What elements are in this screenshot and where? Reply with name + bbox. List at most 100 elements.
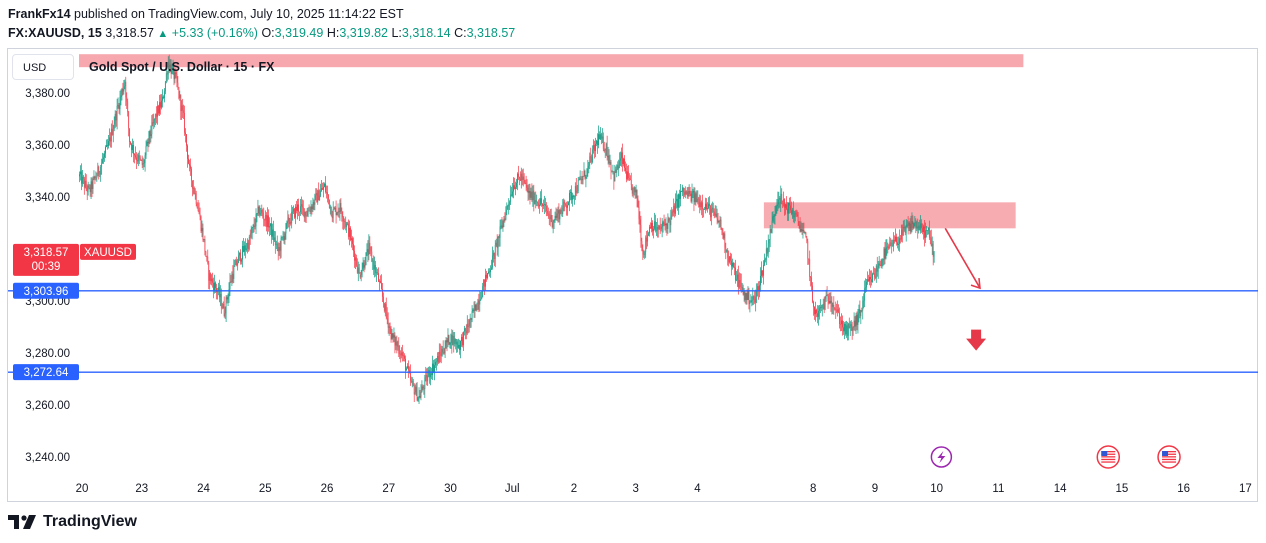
candle-body — [196, 203, 198, 208]
candle-body — [448, 335, 450, 345]
candle-body — [264, 219, 266, 221]
candle-body — [245, 248, 247, 251]
candle-body — [348, 223, 349, 237]
candle-body — [334, 207, 336, 210]
candle-body — [820, 306, 822, 309]
candle-body — [713, 211, 715, 213]
candle-body — [592, 149, 594, 162]
candle-body — [339, 203, 341, 213]
candle-body — [564, 201, 566, 204]
candle-body — [815, 309, 816, 315]
candle-body — [645, 237, 647, 253]
candle-body — [445, 340, 447, 349]
candle-body — [822, 303, 824, 305]
candle-body — [644, 252, 646, 255]
candle-body — [752, 296, 754, 301]
candle-body — [168, 62, 170, 70]
candle-body — [691, 192, 693, 202]
candle-body — [456, 341, 458, 345]
candle-body — [760, 275, 761, 286]
tradingview-logo[interactable]: TradingView — [8, 513, 137, 531]
candle-body — [218, 287, 219, 292]
candle-body — [288, 217, 290, 224]
candle-body — [699, 202, 701, 207]
candle-body — [823, 303, 825, 310]
candle-body — [556, 213, 558, 218]
last-price-badge — [13, 243, 79, 276]
candle-body — [787, 208, 788, 214]
candle-body — [431, 373, 432, 376]
candle-body — [581, 179, 583, 181]
candle-body — [734, 266, 735, 268]
candle-body — [652, 222, 653, 232]
candle-body — [827, 296, 829, 302]
candle-body — [524, 179, 526, 183]
candle-body — [799, 225, 801, 232]
candle-body — [136, 160, 138, 162]
candle-body — [680, 190, 681, 199]
candle-body — [852, 327, 854, 331]
candle-body — [231, 273, 233, 283]
candle-body — [791, 210, 792, 214]
candle-body — [898, 243, 899, 245]
candle-body — [890, 242, 892, 244]
candle-body — [284, 233, 286, 240]
candle-body — [153, 119, 155, 124]
candle-body — [462, 337, 463, 346]
candle-body — [908, 222, 910, 226]
author-name[interactable]: FrankFx14 — [8, 7, 71, 21]
candle-body — [849, 326, 851, 328]
candle-body — [132, 145, 133, 151]
candle-body — [461, 337, 462, 342]
candle-body — [463, 328, 465, 332]
candle-body — [705, 203, 706, 210]
candle-body — [151, 122, 153, 135]
candle-body — [773, 216, 775, 217]
x-tick-label: 4 — [694, 483, 701, 495]
candle-body — [677, 198, 678, 208]
candle-body — [315, 193, 317, 196]
candle-body — [650, 226, 651, 229]
candle-body — [914, 222, 916, 224]
candle-body — [813, 301, 814, 307]
candle-body — [585, 177, 587, 179]
candle-body — [407, 366, 408, 369]
candle-body — [606, 143, 608, 158]
candle-body — [84, 180, 86, 188]
candle-body — [376, 272, 377, 274]
candle-body — [88, 185, 90, 188]
candle-body — [506, 206, 508, 210]
candle-body — [651, 222, 652, 229]
candle-body — [696, 198, 698, 203]
candle-body — [197, 207, 199, 211]
candle-body — [451, 334, 453, 346]
candle-body — [382, 296, 384, 304]
candle-body — [345, 221, 347, 227]
candle-body — [171, 67, 173, 74]
candle-body — [572, 195, 573, 200]
candle-body — [138, 155, 140, 158]
candle-body — [759, 285, 760, 292]
candle-body — [819, 306, 821, 309]
candle-body — [420, 391, 422, 398]
candle-body — [267, 215, 268, 227]
candle-body — [842, 320, 843, 328]
candle-body — [733, 262, 734, 267]
candle-body — [465, 330, 467, 334]
candle-body — [932, 243, 934, 257]
candle-body — [711, 207, 713, 210]
candle-body — [470, 318, 472, 320]
currency-button[interactable]: USD — [12, 54, 74, 80]
candle-body — [867, 279, 868, 282]
candle-body — [578, 179, 580, 181]
candle-body — [346, 223, 348, 227]
candle-body — [432, 363, 433, 376]
candle-body — [839, 312, 840, 324]
candle-body — [289, 221, 291, 224]
candle-body — [745, 293, 747, 301]
candle-body — [127, 101, 129, 113]
candle-body — [861, 310, 863, 311]
candle-body — [177, 82, 179, 88]
candle-body — [741, 286, 743, 288]
